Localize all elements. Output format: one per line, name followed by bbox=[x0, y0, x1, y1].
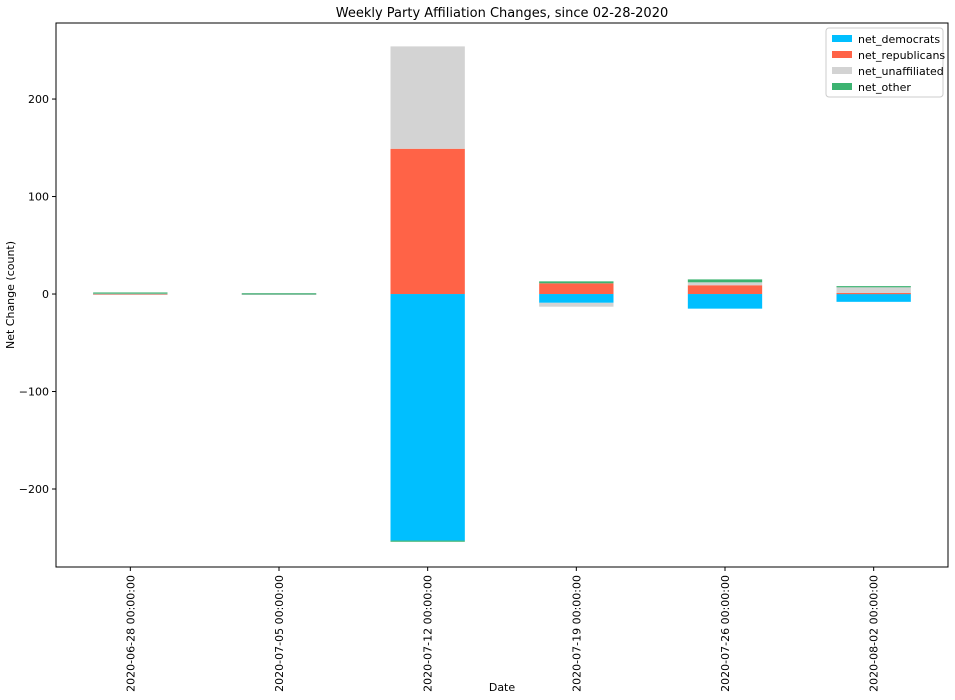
chart-title: Weekly Party Affiliation Changes, since … bbox=[336, 6, 669, 21]
bar-net_other-1 bbox=[241, 293, 317, 295]
bar-net_unaffiliated-2 bbox=[390, 46, 465, 149]
x-tick-label: 2020-07-05 00:00:00 bbox=[273, 575, 286, 692]
bars-layer bbox=[93, 46, 911, 542]
bar-net_democrats-5 bbox=[836, 294, 911, 302]
legend-label-net_democrats: net_democrats bbox=[858, 33, 940, 46]
plot-frame bbox=[55, 22, 949, 568]
bar-net_other-3 bbox=[539, 281, 614, 284]
bar-net_democrats-2 bbox=[390, 294, 465, 541]
x-tick-label: 2020-06-28 00:00:00 bbox=[124, 575, 137, 692]
x-axis: 2020-06-28 00:00:00 2020-07-05 00:00:00 20… bbox=[124, 567, 881, 692]
y-tick-label: 200 bbox=[28, 93, 49, 106]
bar-net_democrats-4 bbox=[687, 294, 763, 309]
bar-net_unaffiliated-5 bbox=[836, 287, 911, 294]
legend-swatch-net_democrats bbox=[832, 35, 852, 42]
y-axis-title: Net Change (count) bbox=[4, 241, 17, 349]
legend-swatch-net_republicans bbox=[832, 51, 852, 58]
bar-net_other-5 bbox=[836, 286, 911, 288]
bar-net_unaffiliated-3 bbox=[539, 302, 614, 307]
bar-net_republicans-2 bbox=[390, 148, 465, 295]
legend-label-net_other: net_other bbox=[858, 81, 911, 94]
y-tick-label: 100 bbox=[28, 191, 49, 204]
bar-net_republicans-3 bbox=[539, 283, 614, 295]
x-tick-label: 2020-08-02 00:00:00 bbox=[868, 575, 881, 692]
x-axis-title: Date bbox=[489, 681, 516, 694]
legend-label-net_unaffiliated: net_unaffiliated bbox=[858, 65, 944, 78]
bar-net_unaffiliated-4 bbox=[687, 282, 763, 286]
bar-net_republicans-4 bbox=[687, 285, 763, 295]
legend: net_democrats net_republicans net_unaffili… bbox=[825, 27, 945, 98]
y-tick-label: −200 bbox=[19, 483, 49, 496]
y-axis: −200 −100 0 100 200 bbox=[19, 93, 56, 496]
x-tick-label: 2020-07-19 00:00:00 bbox=[570, 575, 583, 692]
x-tick-label: 2020-07-26 00:00:00 bbox=[719, 575, 732, 692]
bar-net_democrats-3 bbox=[539, 294, 614, 303]
y-tick-label: −100 bbox=[19, 386, 49, 399]
legend-label-net_republicans: net_republicans bbox=[858, 49, 945, 62]
bar-net_republicans-5 bbox=[836, 292, 911, 295]
bar-net_other-4 bbox=[687, 279, 763, 283]
y-tick-label: 0 bbox=[42, 288, 49, 301]
x-tick-label: 2020-07-12 00:00:00 bbox=[422, 575, 435, 692]
legend-box bbox=[825, 27, 944, 98]
bar-net_other-2 bbox=[390, 540, 465, 542]
bar-net_other-0 bbox=[93, 292, 168, 294]
legend-swatch-net_unaffiliated bbox=[832, 67, 852, 74]
legend-swatch-net_other bbox=[832, 83, 852, 90]
